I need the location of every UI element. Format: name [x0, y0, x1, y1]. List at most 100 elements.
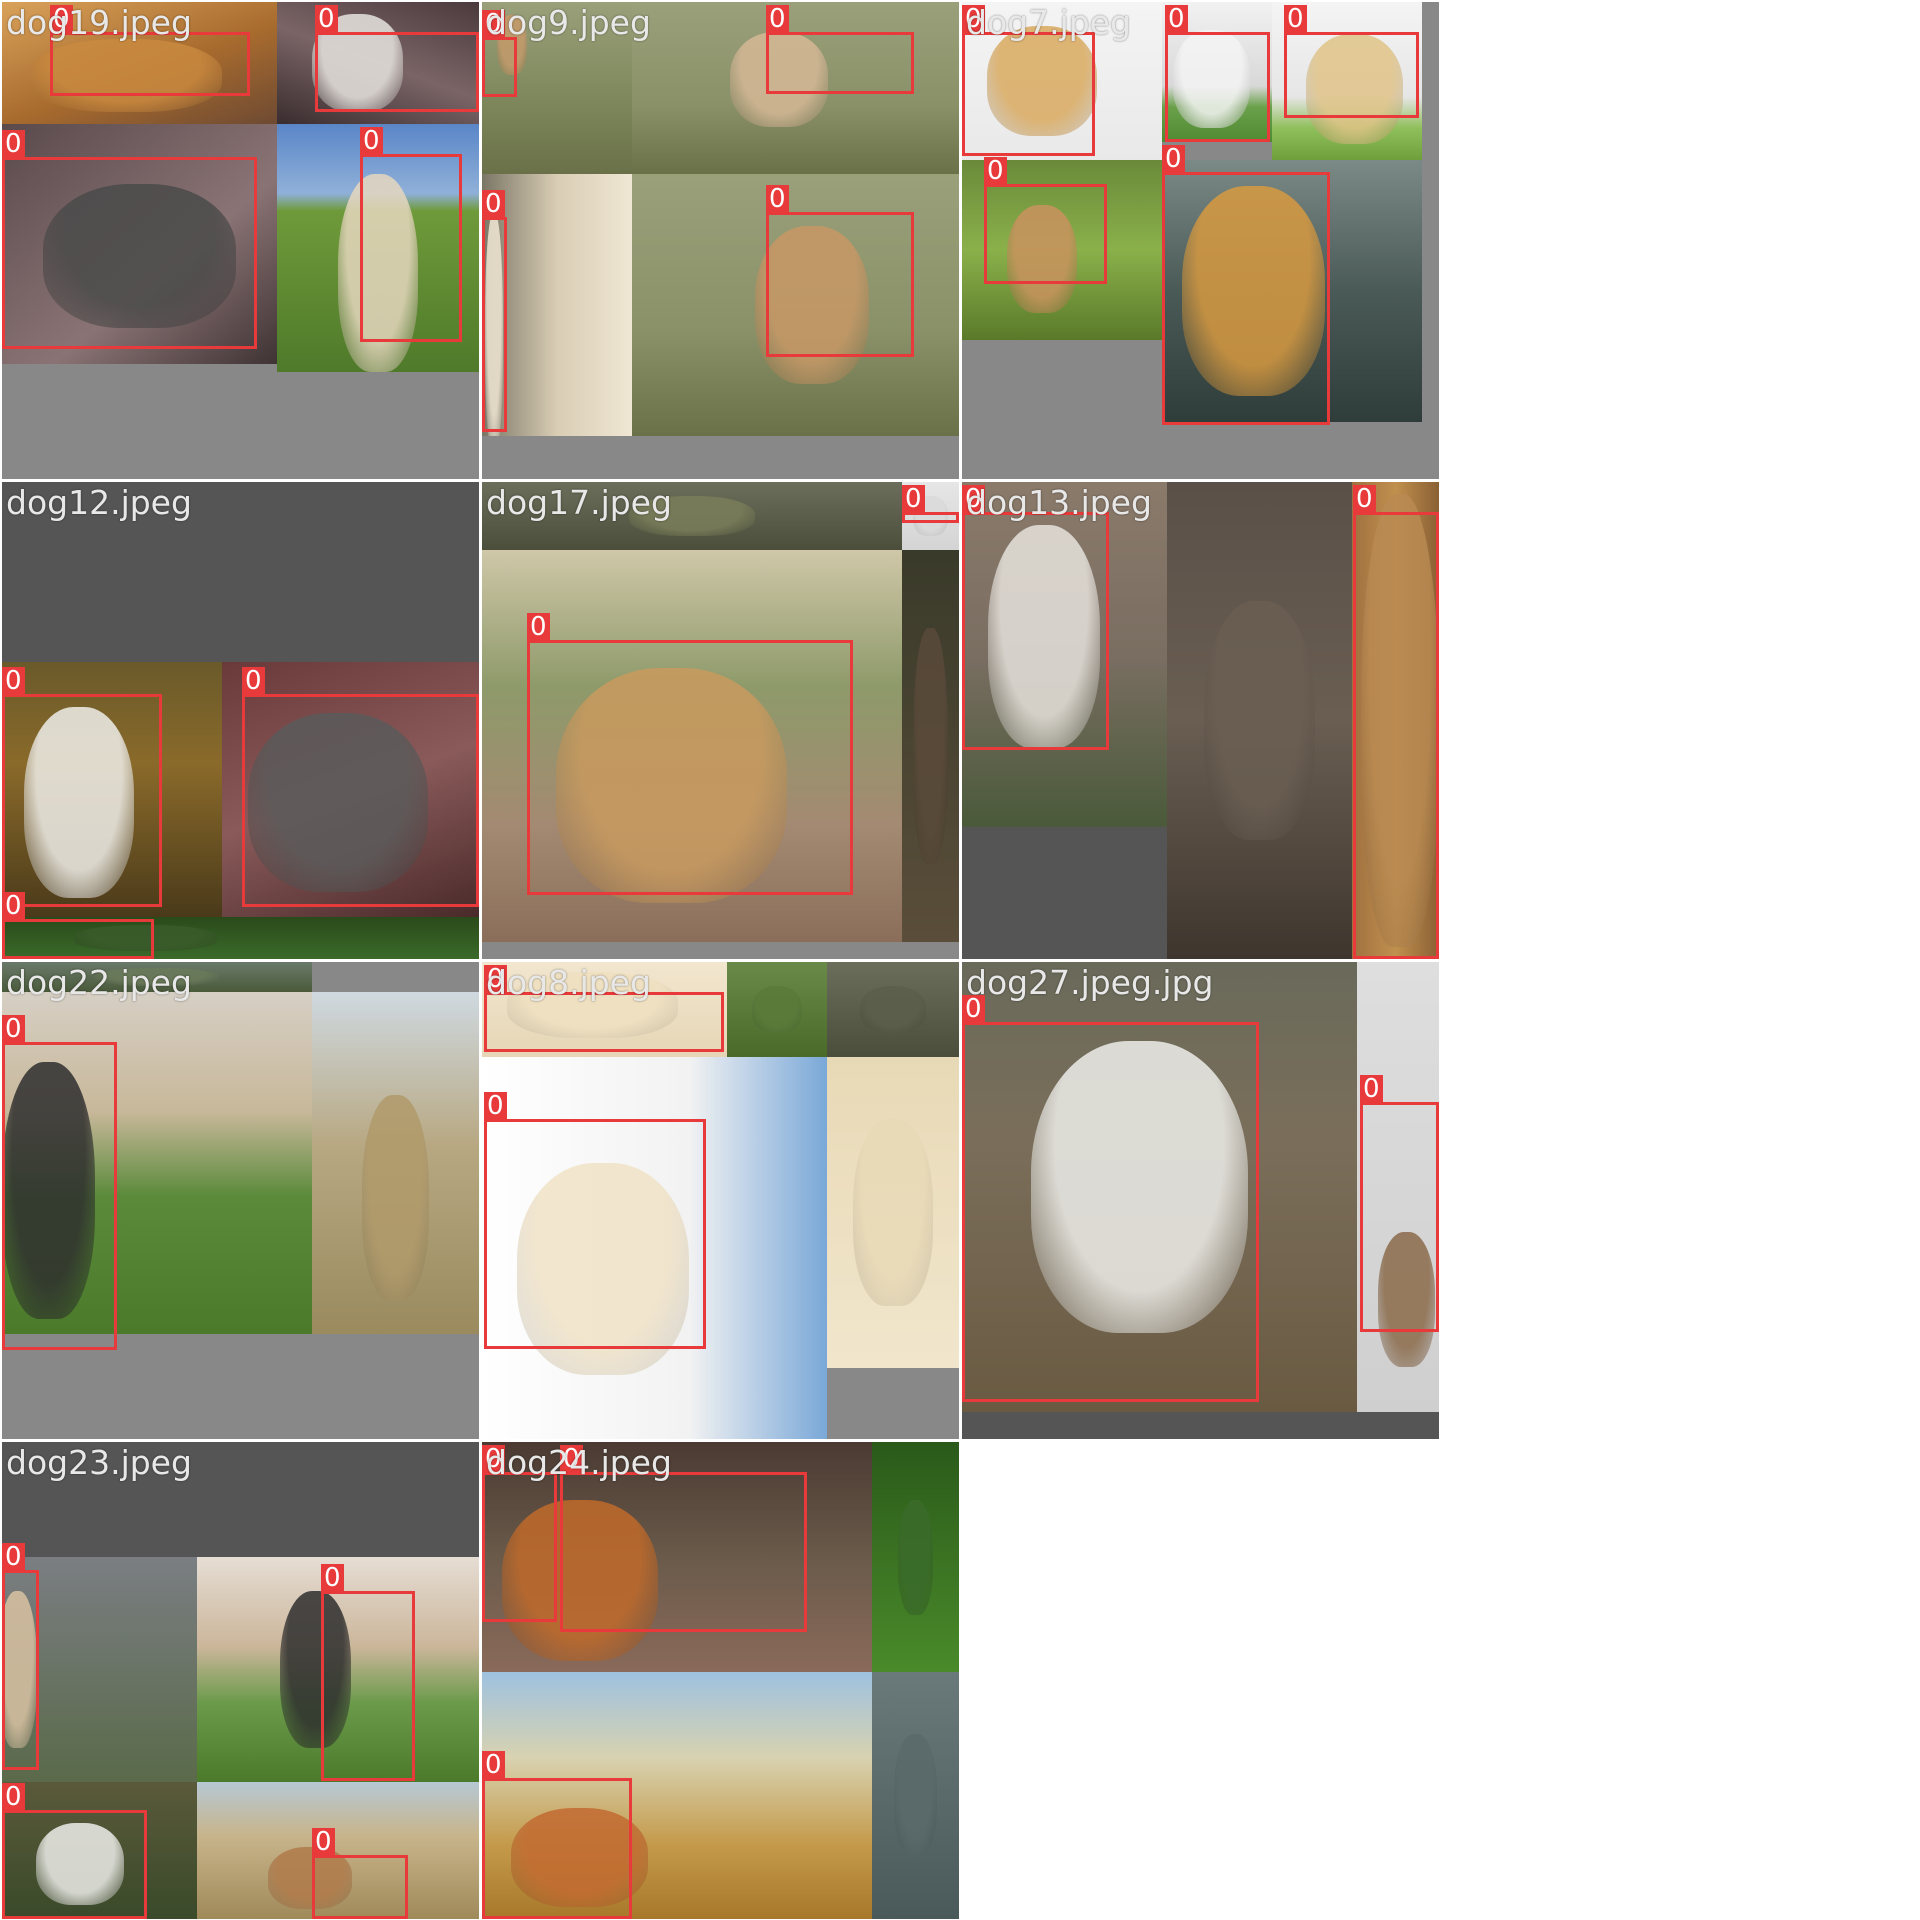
mosaic-tile: 0 dog22.jpeg — [2, 962, 479, 1439]
mosaic-tile: 0 0 dog27.jpeg.jpg — [962, 962, 1439, 1439]
detection-class-label: 0 — [2, 892, 25, 920]
mosaic-image-part — [1162, 2, 1272, 142]
detection-class-label: 0 — [1353, 485, 1376, 513]
detection-box: 0 — [482, 1445, 557, 1622]
tile-filename: dog24.jpeg — [486, 1443, 672, 1482]
mosaic-image-part — [2, 662, 222, 917]
dog-photo-shape — [2, 1062, 95, 1319]
detection-class-label: 0 — [2, 1783, 25, 1811]
dog-photo-shape — [987, 25, 1097, 137]
mosaic-image-part — [632, 174, 959, 436]
detection-class-label: 0 — [1165, 5, 1188, 33]
mosaic-image-part — [872, 1442, 959, 1672]
dog-photo-shape — [95, 968, 219, 986]
mosaic-image-part — [2, 1557, 197, 1782]
dog-photo-shape — [1007, 205, 1077, 313]
detection-box: 0 — [902, 485, 959, 523]
dog-photo-shape — [752, 985, 802, 1034]
tile-filename: dog12.jpeg — [6, 483, 192, 522]
mosaic-image-part — [2, 1782, 197, 1919]
mosaic-image-part — [277, 2, 479, 124]
mosaic-image-part — [2, 2, 277, 124]
detection-box: 0 — [484, 1092, 706, 1349]
mosaic-tile: 0 0 0 dog12.jpeg — [2, 482, 479, 959]
dog-photo-shape — [506, 971, 678, 1038]
tile-filename: dog23.jpeg — [6, 1443, 192, 1482]
detection-class-label: 0 — [527, 613, 550, 641]
tile-filename: dog13.jpeg — [966, 483, 1152, 522]
mosaic-image-part — [197, 1557, 479, 1782]
dog-photo-shape — [516, 1163, 689, 1376]
detection-class-label: 0 — [482, 1445, 505, 1473]
detection-class-label: 0 — [1162, 145, 1185, 173]
dog-photo-shape — [987, 525, 1101, 750]
mosaic-image-part — [962, 160, 1162, 340]
detection-class-label: 0 — [962, 995, 985, 1023]
dog-photo-shape — [629, 495, 755, 537]
mosaic-image-part — [827, 962, 959, 1057]
mosaic-tile: 0 0 0 0 dog19.jpeg — [2, 2, 479, 479]
detection-class-label: 0 — [50, 5, 73, 33]
mosaic-image-part — [312, 992, 479, 1334]
mosaic-tile: 0 0 0 0 dog9.jpeg — [482, 2, 959, 479]
mosaic-image-part — [1352, 482, 1439, 959]
dog-photo-shape — [36, 1823, 124, 1906]
detection-class-label: 0 — [321, 1564, 344, 1592]
dog-photo-shape — [1031, 1040, 1249, 1334]
mosaic-image-part — [482, 2, 632, 174]
mosaic-image-part — [1162, 160, 1422, 422]
detection-class-label: 0 — [2, 667, 25, 695]
detection-class-label: 0 — [482, 10, 505, 38]
detection-box: 0 — [2, 892, 154, 959]
dog-photo-shape — [913, 628, 948, 864]
dog-photo-shape — [1181, 186, 1325, 396]
detection-class-label: 0 — [242, 667, 265, 695]
detection-class-label: 0 — [484, 1092, 507, 1120]
detection-class-label: 0 — [962, 5, 985, 33]
dog-photo-shape — [555, 667, 787, 903]
detection-class-label: 0 — [360, 127, 383, 155]
detection-class-label: 0 — [2, 1015, 25, 1043]
detection-box: 0 — [484, 965, 724, 1052]
mosaic-image-part — [482, 1442, 872, 1672]
detection-box: 0 — [315, 5, 479, 112]
mosaic-tile: 0 0 dog8.jpeg — [482, 962, 959, 1439]
detection-box: 0 — [1353, 485, 1439, 959]
dog-photo-shape — [1173, 30, 1250, 128]
detection-box: 0 — [766, 185, 914, 357]
detection-box: 0 — [1165, 5, 1270, 142]
tile-filename: dog22.jpeg — [6, 963, 192, 1002]
detection-box: 0 — [2, 1543, 39, 1770]
dog-photo-shape — [1360, 493, 1439, 948]
detection-box: 0 — [482, 10, 517, 97]
detection-box: 0 — [1284, 5, 1419, 118]
dog-photo-shape — [730, 32, 829, 127]
dog-photo-shape — [485, 213, 503, 436]
detection-class-label: 0 — [2, 130, 25, 158]
tile-filename: dog9.jpeg — [486, 3, 651, 42]
dog-photo-shape — [1377, 1232, 1435, 1367]
detection-class-label: 0 — [560, 1445, 583, 1473]
tile-filename: dog7.jpeg — [966, 3, 1131, 42]
mosaic-image-part — [902, 550, 959, 942]
mosaic-tile: 0 0 dog17.jpeg — [482, 482, 959, 959]
dog-photo-shape — [860, 985, 926, 1034]
dog-photo-shape — [43, 184, 236, 328]
mosaic-tile: 0 0 dog13.jpeg — [962, 482, 1439, 959]
detection-box: 0 — [360, 127, 462, 342]
mosaic-image-part — [482, 962, 727, 1057]
mosaic-tile: 0 0 0 0 dog23.jpeg — [2, 1442, 479, 1919]
tile-filename: dog8.jpeg — [486, 963, 651, 1002]
mosaic-image-part — [1357, 962, 1439, 1412]
mosaic-image-part — [2, 962, 312, 992]
detection-box: 0 — [766, 5, 914, 94]
dog-photo-shape — [893, 1733, 938, 1858]
detection-class-label: 0 — [962, 485, 985, 513]
detection-class-label: 0 — [984, 157, 1007, 185]
detection-box: 0 — [527, 613, 853, 895]
detection-box: 0 — [2, 1015, 117, 1350]
dog-photo-shape — [1305, 33, 1404, 145]
mosaic-tile: 0 0 0 dog24.jpeg — [482, 1442, 959, 1919]
mosaic-image-part — [2, 917, 479, 959]
detection-class-label: 0 — [2, 1543, 25, 1571]
